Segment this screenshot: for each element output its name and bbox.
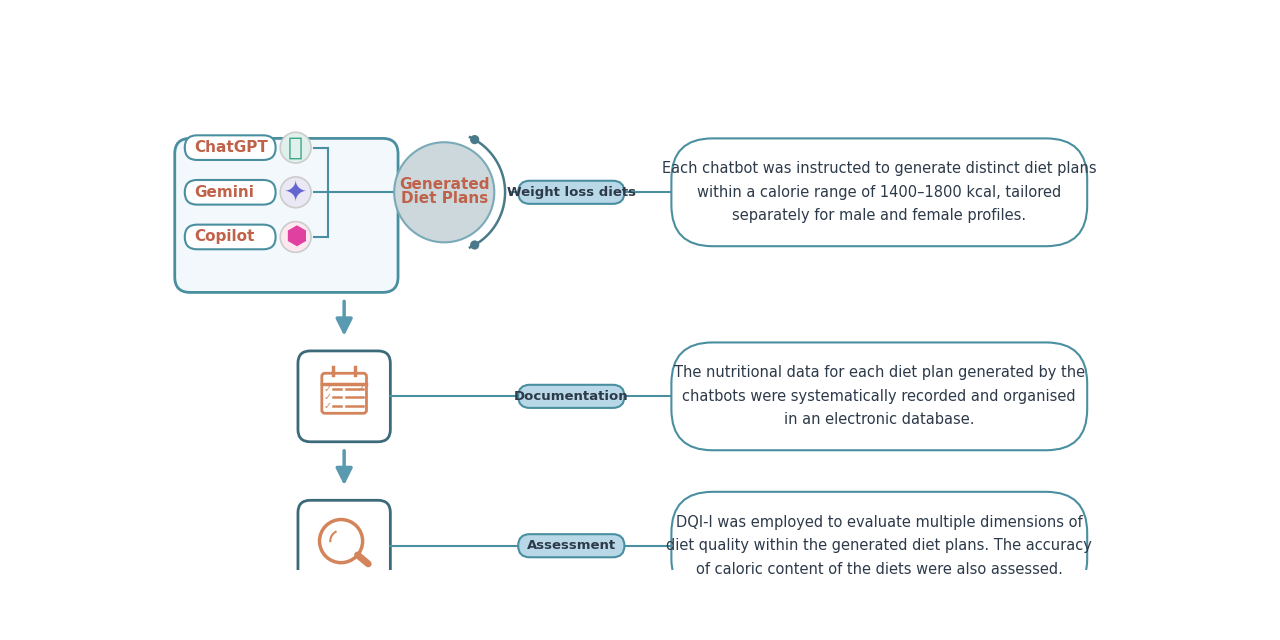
FancyBboxPatch shape	[518, 385, 625, 408]
FancyBboxPatch shape	[518, 534, 625, 557]
Text: Each chatbot was instructed to generate distinct diet plans
within a calorie ran: Each chatbot was instructed to generate …	[662, 161, 1097, 223]
Text: ChatGPT: ChatGPT	[195, 140, 268, 155]
FancyBboxPatch shape	[298, 500, 390, 591]
Text: ✓: ✓	[323, 383, 332, 394]
Text: ✦: ✦	[284, 179, 307, 206]
Circle shape	[280, 177, 311, 208]
Text: The nutritional data for each diet plan generated by the
chatbots were systemati: The nutritional data for each diet plan …	[673, 365, 1085, 428]
Circle shape	[470, 135, 479, 144]
FancyBboxPatch shape	[184, 135, 275, 160]
Circle shape	[470, 241, 479, 250]
Text: ✓: ✓	[357, 383, 365, 394]
Text: Assessment: Assessment	[527, 540, 616, 552]
Text: ✓: ✓	[323, 401, 332, 411]
Circle shape	[394, 142, 494, 243]
FancyBboxPatch shape	[672, 492, 1087, 600]
FancyBboxPatch shape	[175, 138, 398, 292]
FancyBboxPatch shape	[672, 342, 1087, 451]
Text: Weight loss diets: Weight loss diets	[507, 186, 636, 199]
Circle shape	[280, 221, 311, 252]
FancyBboxPatch shape	[298, 351, 390, 442]
Circle shape	[280, 132, 311, 163]
Text: Gemini: Gemini	[195, 185, 253, 200]
FancyBboxPatch shape	[184, 180, 275, 205]
Text: DQI-I was employed to evaluate multiple dimensions of
diet quality within the ge: DQI-I was employed to evaluate multiple …	[667, 515, 1092, 577]
Text: Diet Plans: Diet Plans	[401, 191, 488, 206]
FancyBboxPatch shape	[518, 180, 625, 204]
Text: Documentation: Documentation	[515, 390, 628, 403]
FancyBboxPatch shape	[672, 138, 1087, 246]
FancyBboxPatch shape	[184, 225, 275, 249]
Text: ⬢: ⬢	[284, 225, 307, 249]
Text: Generated: Generated	[399, 177, 489, 192]
Text: ➿: ➿	[288, 136, 303, 159]
Text: ✓: ✓	[323, 392, 332, 402]
Text: Copilot: Copilot	[195, 230, 255, 244]
